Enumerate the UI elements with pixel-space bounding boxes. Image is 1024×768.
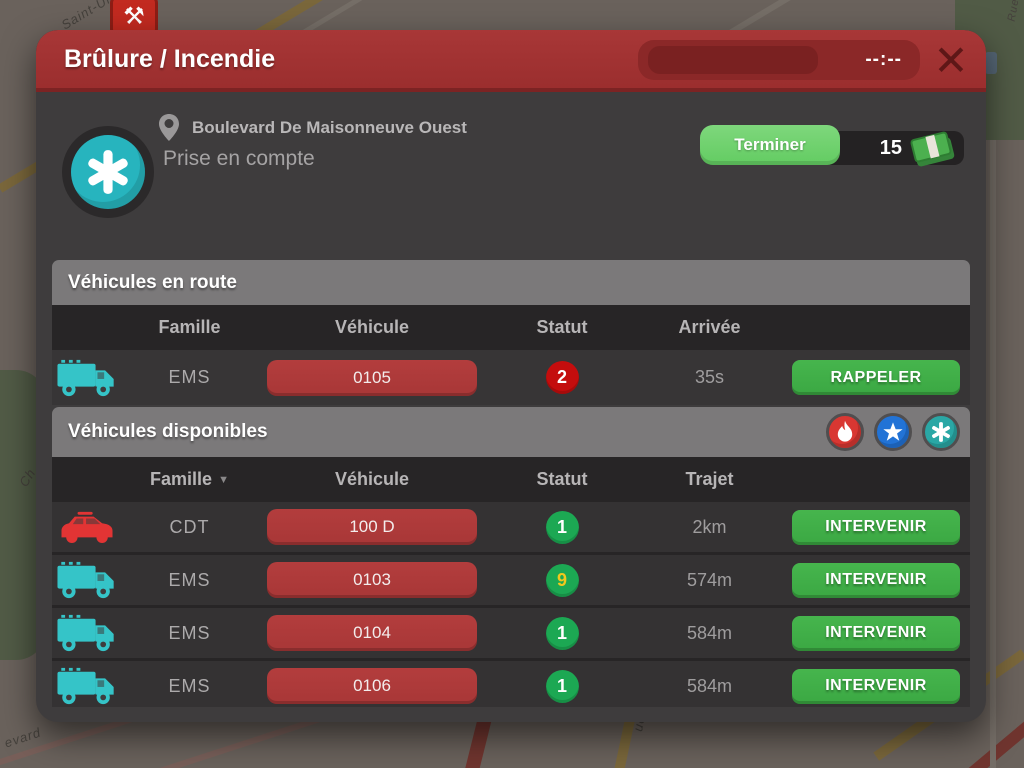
incident-timer: --:-- — [638, 40, 920, 80]
incident-dialog: Brûlure / Incendie --:-- ✕ Boulevard De … — [36, 30, 986, 722]
incident-status: Prise en compte — [163, 147, 315, 170]
col-vehicule: Véhicule — [334, 469, 410, 489]
distance-value: 584m — [686, 622, 733, 643]
ambulance-icon — [52, 613, 122, 653]
vehicle-family: EMS — [168, 569, 211, 590]
suv-icon — [52, 510, 122, 544]
vehicle-family: EMS — [168, 367, 211, 387]
dispatch-button[interactable]: INTERVENIR — [792, 615, 960, 651]
crossed-axes-icon: ⚒ — [123, 2, 145, 30]
col-vehicule: Véhicule — [334, 317, 410, 337]
col-statut: Statut — [536, 317, 588, 337]
available-header: Famille ▼ Véhicule Statut Trajet — [52, 457, 970, 502]
cost-value: 15 — [879, 137, 902, 159]
incident-type-badge — [62, 126, 154, 218]
vehicle-row: EMS 0104 1 584m INTERVENIR — [52, 608, 970, 661]
distance-value: 2km — [692, 516, 727, 537]
close-icon: ✕ — [933, 37, 969, 84]
dispatch-button[interactable]: INTERVENIR — [792, 668, 960, 704]
vehicle-family: EMS — [168, 675, 211, 696]
vehicle-id-button[interactable]: 0103 — [267, 562, 477, 598]
ambulance-icon — [52, 358, 122, 398]
status-badge: 1 — [545, 510, 579, 544]
police-star-icon[interactable] — [874, 413, 912, 451]
vehicle-id-button[interactable]: 0104 — [267, 615, 477, 651]
star-of-life-icon — [71, 135, 145, 209]
distance-value: 584m — [686, 675, 733, 696]
distance-value: 574m — [686, 569, 733, 590]
section-available-title: Véhicules disponibles — [68, 421, 268, 442]
vehicle-id-button[interactable]: 0106 — [267, 668, 477, 704]
status-badge: 2 — [545, 361, 579, 394]
vehicle-family: CDT — [169, 516, 210, 537]
finish-button[interactable]: Terminer — [700, 125, 840, 165]
vehicle-row: EMS 0105 2 35s RAPPELER — [52, 350, 970, 405]
en-route-rows: EMS 0105 2 35s RAPPELER — [52, 350, 970, 405]
star-of-life-icon[interactable] — [922, 413, 960, 451]
money-icon — [909, 127, 956, 168]
recall-button[interactable]: RAPPELER — [792, 360, 960, 395]
vehicle-family: EMS — [168, 622, 211, 643]
section-available: Véhicules disponibles — [52, 407, 970, 457]
eta-value: 35s — [694, 367, 725, 387]
close-button[interactable]: ✕ — [929, 38, 973, 84]
sort-desc-icon: ▼ — [218, 474, 229, 486]
col-arrivee: Arrivée — [678, 317, 741, 337]
timer-value: --:-- — [865, 49, 902, 70]
timer-progress-bar — [648, 46, 818, 74]
section-en-route-title: Véhicules en route — [68, 271, 237, 293]
ambulance-icon — [52, 560, 122, 600]
dialog-titlebar: Brûlure / Incendie --:-- ✕ — [36, 30, 986, 92]
ambulance-icon — [52, 666, 122, 706]
vehicle-row: EMS 0103 9 574m INTERVENIR — [52, 555, 970, 608]
location-pin-icon — [158, 114, 180, 147]
vehicle-row: CDT 100 D 1 2km INTERVENIR — [52, 502, 970, 555]
col-famille-sortable[interactable]: Famille ▼ — [150, 469, 229, 489]
vehicle-row: EMS 0106 1 584m INTERVENIR — [52, 661, 970, 707]
fire-icon[interactable] — [826, 413, 864, 451]
status-badge: 9 — [545, 563, 579, 597]
status-badge: 1 — [545, 616, 579, 650]
dialog-title: Brûlure / Incendie — [64, 45, 276, 73]
available-rows: CDT 100 D 1 2km INTERVENIR EMS 0103 9 574m INTER… — [52, 502, 970, 707]
vehicle-filters — [826, 407, 960, 457]
vehicle-id-button[interactable]: 0105 — [267, 359, 477, 396]
incident-address: Boulevard De Maisonneuve Ouest — [192, 118, 467, 137]
dispatch-button[interactable]: INTERVENIR — [792, 562, 960, 598]
col-famille: Famille — [158, 317, 221, 337]
incident-header: Boulevard De Maisonneuve Ouest Prise en … — [52, 92, 970, 260]
col-trajet: Trajet — [685, 469, 734, 489]
vehicle-id-button[interactable]: 100 D — [267, 509, 477, 545]
section-en-route: Véhicules en route — [52, 260, 970, 305]
status-badge: 1 — [545, 669, 579, 703]
col-statut: Statut — [536, 469, 588, 489]
en-route-header: Famille Véhicule Statut Arrivée — [52, 305, 970, 350]
dispatch-button[interactable]: INTERVENIR — [792, 509, 960, 545]
tables-wrap: Véhicules en route Famille Véhicule Stat… — [36, 260, 986, 722]
